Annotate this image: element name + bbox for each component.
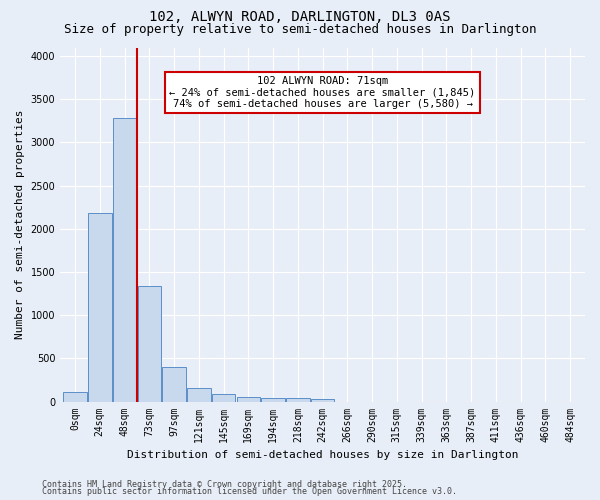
Bar — [311, 399, 334, 402]
Bar — [187, 388, 211, 402]
Text: Contains HM Land Registry data © Crown copyright and database right 2025.: Contains HM Land Registry data © Crown c… — [42, 480, 407, 489]
Bar — [262, 398, 285, 402]
Text: Contains public sector information licensed under the Open Government Licence v3: Contains public sector information licen… — [42, 487, 457, 496]
Bar — [63, 392, 87, 402]
X-axis label: Distribution of semi-detached houses by size in Darlington: Distribution of semi-detached houses by … — [127, 450, 518, 460]
Bar — [236, 397, 260, 402]
Text: 102, ALWYN ROAD, DARLINGTON, DL3 0AS: 102, ALWYN ROAD, DARLINGTON, DL3 0AS — [149, 10, 451, 24]
Bar — [88, 214, 112, 402]
Bar — [113, 118, 136, 402]
Text: 102 ALWYN ROAD: 71sqm
← 24% of semi-detached houses are smaller (1,845)
74% of s: 102 ALWYN ROAD: 71sqm ← 24% of semi-deta… — [169, 76, 476, 109]
Bar — [137, 286, 161, 402]
Bar — [212, 394, 235, 402]
Text: Size of property relative to semi-detached houses in Darlington: Size of property relative to semi-detach… — [64, 22, 536, 36]
Y-axis label: Number of semi-detached properties: Number of semi-detached properties — [15, 110, 25, 340]
Bar — [162, 367, 186, 402]
Bar — [286, 398, 310, 402]
